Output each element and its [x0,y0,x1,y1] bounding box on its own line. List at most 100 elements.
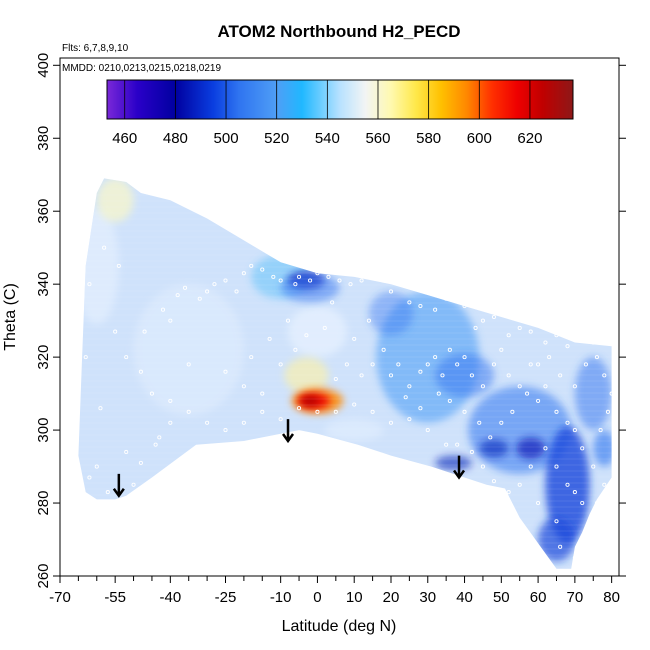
colorbar-swatch [416,80,418,119]
colorbar-swatch [284,80,286,119]
observation-point [558,544,563,549]
x-tick-label: 20 [383,589,400,606]
colorbar-swatch [447,80,449,119]
colorbar-swatch [214,80,216,119]
field-stripe [78,314,612,316]
field-stripe [78,392,612,394]
observation-point [480,464,485,469]
arrow-head [281,433,295,444]
y-axis-title: Theta (C) [2,283,19,351]
observation-point [241,271,246,276]
date-note: MMDD: 0210,0213,0215,0218,0219 [62,63,221,74]
colorbar-swatch [187,80,189,119]
observation-point [440,373,445,378]
colorbar-swatch [151,80,153,119]
colorbar-swatch [413,80,415,119]
x-tick-label: 0 [313,589,321,606]
colorbar-swatch [473,80,475,119]
colorbar-swatch [286,80,288,119]
arrow-1 [281,419,295,444]
observation-point [477,420,482,425]
colorbar-swatch [502,80,504,119]
colorbar-swatch [356,80,358,119]
field-stripe [60,176,619,178]
colorbar-swatch [148,80,150,119]
colorbar-swatch [533,80,535,119]
colorbar-swatch [358,80,360,119]
observation-point [157,435,162,440]
field-stripe [78,248,612,250]
colorbar-swatch [438,80,440,119]
colorbar-swatch [275,80,277,119]
colorbar-swatch [395,80,397,119]
observation-point [168,398,173,403]
colorbar-swatch [431,80,433,119]
y-tick-label: 340 [35,272,52,297]
colorbar-swatch [314,80,316,119]
observation-point [580,446,585,451]
colorbar-swatch [160,80,162,119]
colorbar-swatch [311,80,313,119]
observation-point [149,479,154,484]
field-stripe [78,554,612,556]
colorbar-swatch [220,80,222,119]
colorbar-swatch [399,80,401,119]
colorbar-swatch [274,80,276,119]
colorbar-frame [106,79,574,120]
colorbar-swatch [556,80,558,119]
colorbar-swatch [423,80,425,119]
colorbar-swatch [190,80,192,119]
colorbar-swatch [321,80,323,119]
colorbar-swatch [337,80,339,119]
colorbar-swatch [254,80,256,119]
colorbar-swatch [455,80,457,119]
field-stripe [78,338,612,340]
observation-point [580,500,585,506]
field-stripe [78,446,612,448]
observation-point [223,428,228,433]
x-tick-label: -10 [270,589,292,606]
field-stripe [78,542,612,544]
field-stripe [78,260,612,262]
colorbar-swatch [163,80,165,119]
colorbar-swatch [127,80,129,119]
colorbar-swatch [158,80,160,119]
colorbar-swatch [440,80,442,119]
colorbar-swatch [412,80,414,119]
colorbar-swatch [255,80,257,119]
colorbar-swatch [129,80,131,119]
observation-point [506,373,511,378]
observation-point [296,406,302,411]
colorbar-swatch [300,80,302,119]
x-tick-label: -25 [215,589,237,606]
observation-point [116,263,121,268]
colorbar-swatch [213,80,215,119]
colorbar: 460 480 500 520 540 560 580 600 620 [106,79,574,147]
colorbar-swatch [340,80,342,119]
colorbar-swatch [168,80,170,119]
colorbar-swatch [441,80,443,119]
colorbar-swatch [481,80,483,119]
colorbar-swatch [444,80,446,119]
colorbar-swatch [417,80,419,119]
observation-point [168,318,173,323]
colorbar-swatch [560,80,562,119]
field-stripe [78,518,612,520]
colorbar-swatch [363,80,365,119]
colorbar-swatch [317,80,319,119]
colorbar-swatch [298,80,300,119]
observation-point [149,391,154,396]
colorbar-swatch [283,80,285,119]
colorbar-swatch [247,80,249,119]
colorbar-swatch [384,80,386,119]
field-stripe [78,488,612,490]
colorbar-swatch [535,80,537,119]
colorbar-swatch [536,80,538,119]
colorbar-swatch [178,80,180,119]
colorbar-swatch [371,80,373,119]
field-stripe [78,506,612,508]
field-stripe [78,356,612,358]
field-stripe [78,434,612,436]
observation-point [591,340,596,345]
field-stripe [78,362,612,364]
